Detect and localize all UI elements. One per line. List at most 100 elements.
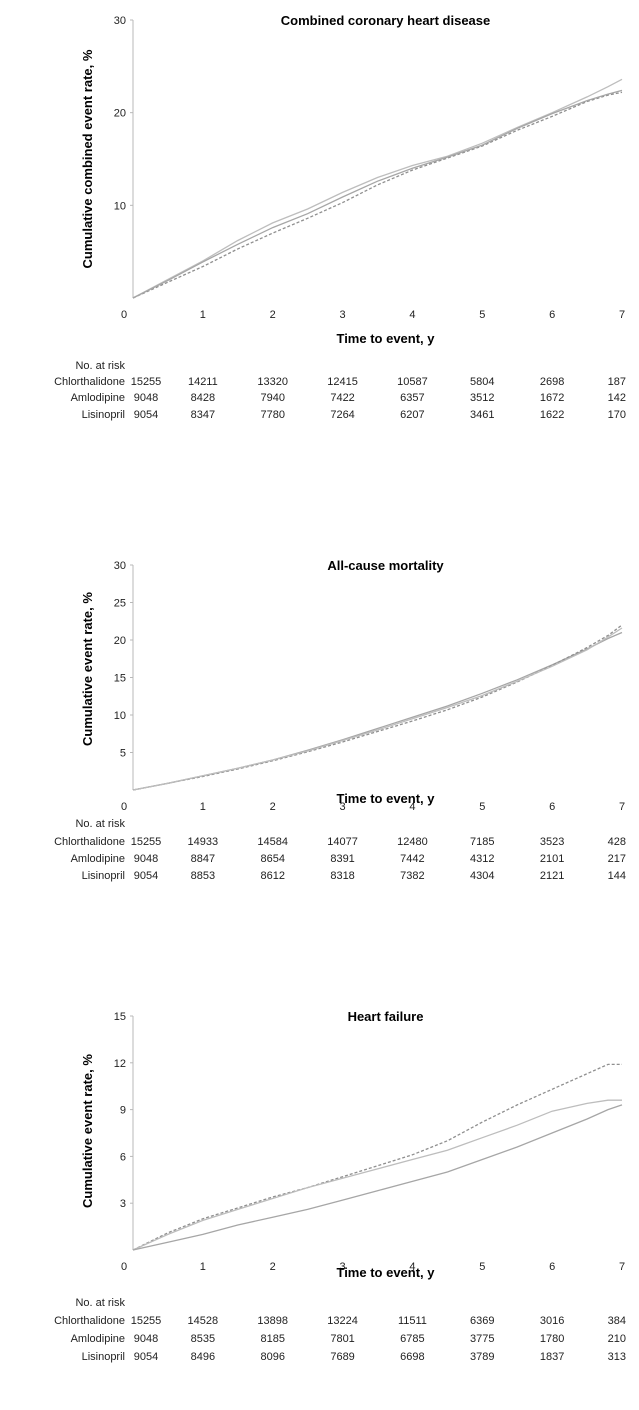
y-axis-label: Cumulative combined event rate, % bbox=[80, 49, 95, 268]
risk-value: 187 bbox=[608, 376, 626, 388]
x-tick-label: 1 bbox=[200, 801, 206, 813]
risk-table-header: No. at risk bbox=[75, 360, 125, 372]
risk-value: 1672 bbox=[540, 392, 564, 404]
x-tick-label: 7 bbox=[619, 801, 625, 813]
x-axis-label: Time to event, y bbox=[336, 1265, 435, 1280]
y-tick-label: 10 bbox=[114, 200, 126, 212]
risk-row-label: Amlodipine bbox=[71, 1333, 125, 1345]
risk-value: 1622 bbox=[540, 409, 564, 421]
risk-value: 8612 bbox=[260, 870, 284, 882]
x-tick-label: 4 bbox=[409, 309, 415, 321]
risk-value: 7780 bbox=[260, 409, 284, 421]
risk-value: 428 bbox=[608, 836, 626, 848]
risk-value: 1780 bbox=[540, 1333, 564, 1345]
risk-row-label: Chlorthalidone bbox=[54, 836, 125, 848]
risk-value: 15255 bbox=[131, 836, 162, 848]
risk-value: 10587 bbox=[397, 376, 428, 388]
risk-value: 8535 bbox=[191, 1333, 215, 1345]
y-tick-label: 12 bbox=[114, 1058, 126, 1070]
risk-value: 12480 bbox=[397, 836, 428, 848]
y-tick-label: 20 bbox=[114, 108, 126, 120]
risk-value: 4304 bbox=[470, 870, 494, 882]
x-tick-label: 6 bbox=[549, 1261, 555, 1273]
risk-value: 8318 bbox=[330, 870, 354, 882]
y-tick-label: 6 bbox=[120, 1151, 126, 1163]
risk-row-label: Chlorthalidone bbox=[54, 376, 125, 388]
risk-value: 15255 bbox=[131, 1315, 162, 1327]
x-tick-label: 5 bbox=[479, 1261, 485, 1273]
x-tick-label: 3 bbox=[340, 801, 346, 813]
series-line-1 bbox=[132, 631, 623, 791]
x-tick-label: 2 bbox=[270, 801, 276, 813]
chart-title: Heart failure bbox=[348, 1009, 424, 1024]
risk-value: 9048 bbox=[134, 1333, 158, 1345]
series-line-1 bbox=[132, 1063, 622, 1251]
risk-value: 7442 bbox=[400, 853, 424, 865]
series-line-3 bbox=[132, 1104, 623, 1251]
risk-value: 6785 bbox=[400, 1333, 424, 1345]
x-tick-label: 5 bbox=[479, 309, 485, 321]
y-axis-label: Cumulative event rate, % bbox=[80, 592, 95, 746]
series-line-1 bbox=[132, 78, 623, 299]
x-tick-label: 5 bbox=[479, 801, 485, 813]
risk-value: 8496 bbox=[191, 1351, 215, 1363]
risk-value: 8347 bbox=[191, 409, 215, 421]
chart-title: Combined coronary heart disease bbox=[281, 13, 491, 28]
risk-value: 7940 bbox=[260, 392, 284, 404]
risk-value: 11511 bbox=[398, 1315, 427, 1327]
risk-value: 384 bbox=[608, 1315, 626, 1327]
y-tick-label: 10 bbox=[114, 710, 126, 722]
risk-value: 9048 bbox=[134, 392, 158, 404]
risk-value: 13224 bbox=[327, 1315, 358, 1327]
x-tick-label: 1 bbox=[200, 1261, 206, 1273]
risk-value: 7689 bbox=[330, 1351, 354, 1363]
risk-row-label: Lisinopril bbox=[82, 870, 125, 882]
risk-value: 14077 bbox=[327, 836, 358, 848]
risk-value: 9054 bbox=[134, 1351, 158, 1363]
y-tick-label: 3 bbox=[120, 1198, 126, 1210]
risk-value: 4312 bbox=[470, 853, 494, 865]
risk-row-label: Amlodipine bbox=[71, 853, 125, 865]
risk-row-label: Chlorthalidone bbox=[54, 1315, 125, 1327]
risk-value: 7382 bbox=[400, 870, 424, 882]
risk-value: 6369 bbox=[470, 1315, 494, 1327]
series-line-3 bbox=[132, 627, 623, 791]
x-tick-label: 7 bbox=[619, 309, 625, 321]
x-tick-label: 0 bbox=[121, 309, 127, 321]
risk-value: 5804 bbox=[470, 376, 494, 388]
risk-row-label: Lisinopril bbox=[82, 1351, 125, 1363]
x-axis-label: Time to event, y bbox=[336, 791, 435, 806]
y-tick-label: 30 bbox=[114, 560, 126, 572]
x-tick-label: 4 bbox=[409, 801, 415, 813]
risk-value: 3775 bbox=[470, 1333, 494, 1345]
risk-value: 313 bbox=[608, 1351, 626, 1363]
x-tick-label: 3 bbox=[340, 1261, 346, 1273]
risk-value: 210 bbox=[608, 1333, 626, 1345]
y-axis-label: Cumulative event rate, % bbox=[80, 1054, 95, 1208]
risk-value: 12415 bbox=[327, 376, 358, 388]
risk-value: 3523 bbox=[540, 836, 564, 848]
risk-value: 3461 bbox=[470, 409, 494, 421]
x-tick-label: 6 bbox=[549, 309, 555, 321]
y-tick-label: 9 bbox=[120, 1105, 126, 1117]
risk-value: 13898 bbox=[257, 1315, 288, 1327]
x-tick-label: 6 bbox=[549, 801, 555, 813]
risk-value: 8185 bbox=[260, 1333, 284, 1345]
risk-table-header: No. at risk bbox=[75, 1297, 125, 1309]
x-tick-label: 3 bbox=[340, 309, 346, 321]
risk-value: 9054 bbox=[134, 409, 158, 421]
risk-value: 2698 bbox=[540, 376, 564, 388]
x-tick-label: 1 bbox=[200, 309, 206, 321]
risk-value: 3789 bbox=[470, 1351, 494, 1363]
x-tick-label: 0 bbox=[121, 1261, 127, 1273]
y-tick-label: 25 bbox=[114, 598, 126, 610]
x-tick-label: 7 bbox=[619, 1261, 625, 1273]
series-line-2 bbox=[132, 91, 623, 299]
y-tick-label: 20 bbox=[114, 635, 126, 647]
x-axis-label: Time to event, y bbox=[336, 331, 435, 346]
risk-row-label: Lisinopril bbox=[82, 409, 125, 421]
risk-value: 2101 bbox=[540, 853, 564, 865]
y-tick-label: 15 bbox=[114, 673, 126, 685]
risk-value: 7185 bbox=[470, 836, 494, 848]
risk-value: 6698 bbox=[400, 1351, 424, 1363]
